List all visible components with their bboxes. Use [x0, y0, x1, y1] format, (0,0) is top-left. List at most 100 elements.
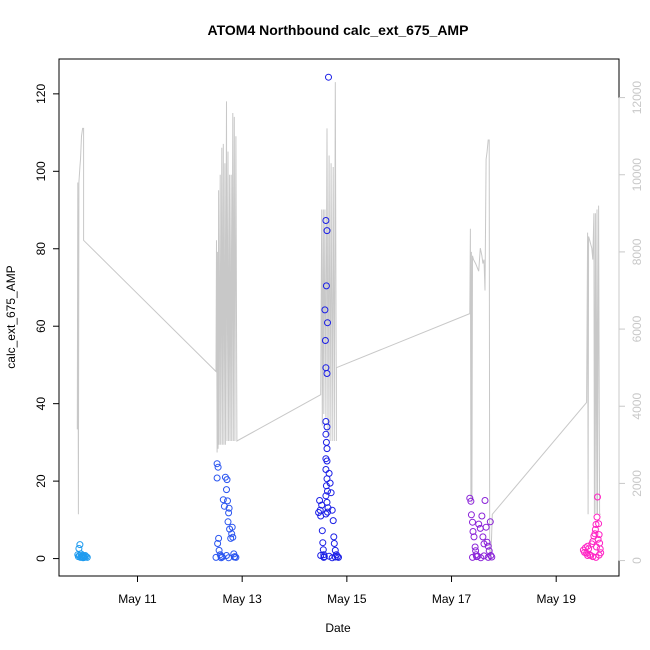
- data-point: [326, 479, 334, 487]
- series-0: [74, 541, 91, 562]
- y-tick-label: 120: [34, 84, 48, 104]
- data-point: [324, 319, 331, 327]
- data-point: [225, 509, 233, 517]
- data-point: [595, 520, 603, 528]
- data-point: [318, 501, 326, 509]
- y-tick-label: 0: [34, 555, 48, 562]
- data-point: [589, 553, 597, 561]
- data-point: [318, 527, 326, 535]
- data-point: [330, 540, 338, 547]
- data-point: [220, 502, 228, 510]
- data-point: [223, 476, 231, 484]
- points-layer: [74, 73, 605, 562]
- data-point: [325, 73, 332, 81]
- data-point: [322, 492, 330, 500]
- data-point: [230, 553, 238, 561]
- data-point: [467, 511, 475, 519]
- data-point: [471, 543, 479, 551]
- data-point: [483, 538, 491, 546]
- x-tick-label: May 13: [222, 592, 262, 606]
- data-point: [214, 463, 222, 471]
- y-axis: 0 20 40 60 80 100 120: [34, 84, 60, 562]
- data-point: [224, 497, 231, 505]
- data-point: [228, 530, 236, 538]
- data-point: [323, 457, 331, 465]
- y-tick-label: 20: [34, 474, 48, 488]
- data-point: [593, 513, 601, 521]
- data-point: [223, 486, 230, 494]
- chart-title: ATOM4 Northbound calc_ext_675_AMP: [208, 22, 469, 38]
- data-point: [488, 553, 496, 561]
- data-point: [328, 506, 336, 514]
- y-tick-label: 40: [34, 397, 48, 411]
- data-point: [322, 510, 330, 518]
- x-tick-label: May 15: [327, 592, 367, 606]
- y2-tick-label: 10000: [630, 158, 644, 192]
- x-tick-label: May 17: [432, 592, 472, 606]
- data-point: [214, 540, 222, 547]
- data-point: [479, 533, 487, 541]
- data-point: [329, 517, 337, 525]
- data-point: [320, 553, 328, 561]
- data-point: [595, 531, 603, 539]
- y2-tick-label: 8000: [630, 238, 644, 265]
- data-point: [219, 496, 227, 504]
- data-point: [321, 306, 329, 314]
- y-tick-label: 80: [34, 242, 48, 256]
- data-point: [478, 512, 486, 520]
- data-point: [591, 526, 599, 533]
- data-point: [331, 553, 339, 561]
- data-point: [321, 337, 329, 344]
- data-point: [323, 423, 331, 431]
- y2-tick-label: 4000: [630, 393, 644, 420]
- data-point: [225, 504, 233, 512]
- data-point: [319, 546, 327, 554]
- data-point: [470, 533, 478, 541]
- series-4: [579, 493, 605, 561]
- data-point: [328, 554, 336, 562]
- y-tick-label: 60: [34, 319, 48, 333]
- data-point: [467, 497, 475, 505]
- data-point: [323, 445, 331, 453]
- data-point: [81, 552, 89, 559]
- series-2: [315, 73, 342, 562]
- y2-tick-label: 6000: [630, 315, 644, 342]
- data-point: [217, 554, 225, 562]
- data-point: [475, 520, 483, 528]
- data-point: [327, 489, 335, 497]
- data-point: [486, 518, 494, 526]
- data-point: [594, 535, 602, 543]
- data-point: [481, 497, 489, 504]
- data-point: [322, 282, 330, 290]
- data-point: [484, 553, 492, 561]
- y-axis-label: calc_ext_675_AMP: [4, 265, 18, 368]
- y2-tick-label: 2000: [630, 470, 644, 497]
- data-point: [229, 533, 237, 541]
- data-point: [584, 552, 592, 559]
- x-axis-label: Date: [325, 621, 351, 635]
- secondary-line-layer: [76, 82, 601, 561]
- data-point: [469, 553, 476, 561]
- data-point: [83, 553, 91, 561]
- y2-axis: 0 2000 4000 6000 8000 10000 12000: [618, 81, 644, 564]
- secondary-trace-line: [76, 82, 601, 561]
- data-point: [323, 370, 331, 377]
- data-point: [322, 430, 330, 438]
- data-point: [591, 530, 599, 538]
- data-point: [319, 539, 327, 547]
- x-axis: May 11 May 13 May 15 May 17 May 19: [118, 575, 576, 606]
- series-1: [212, 460, 240, 562]
- data-point: [469, 518, 476, 526]
- data-point: [330, 533, 338, 541]
- data-point: [466, 494, 474, 502]
- data-point: [224, 518, 232, 526]
- data-point: [215, 534, 223, 542]
- y-tick-label: 100: [34, 161, 48, 181]
- series-3: [466, 494, 496, 562]
- data-point: [484, 542, 492, 550]
- data-point: [228, 523, 236, 531]
- data-point: [325, 469, 333, 477]
- data-point: [76, 541, 84, 549]
- data-point: [82, 553, 90, 561]
